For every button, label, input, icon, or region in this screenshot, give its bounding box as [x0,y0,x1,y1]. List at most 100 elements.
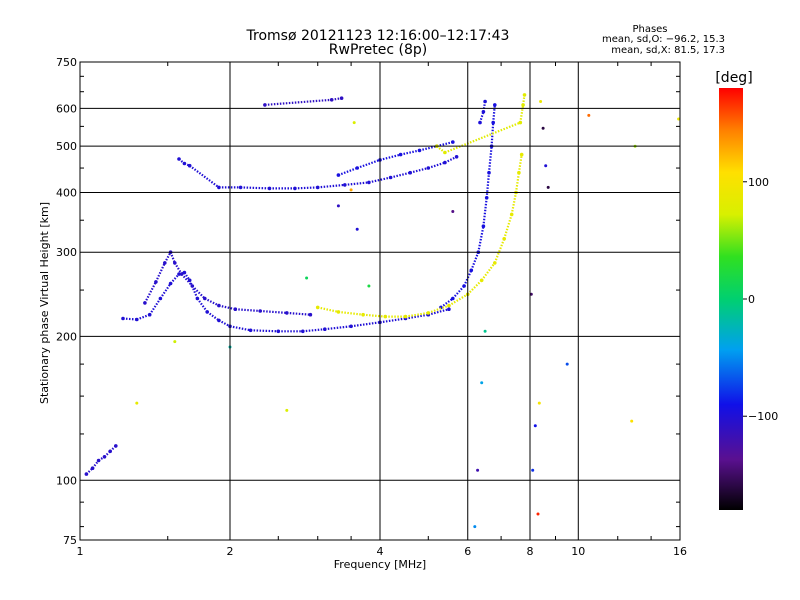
trace-5-point [451,140,455,144]
trace-5-segment [379,153,401,161]
y-axis-label: Stationary phase Virtual Height [km] [38,202,51,404]
x-tick-label: 8 [527,545,534,558]
trace-1-segment [143,281,157,304]
trace-5-segment [338,166,358,177]
trace-2-point [493,103,497,107]
trace-2-segment [477,225,485,253]
scatter-point [533,424,537,428]
colorbar-tick-label: 0 [748,293,755,306]
trace-8-point [519,152,524,157]
trace-0-segment [122,317,137,321]
trace-0-segment [218,319,231,328]
y-tick-label: 750 [56,56,77,69]
trace-0-segment [428,308,450,316]
ticks-layer: 1 2 4 6 8 10 16 75 100 200 300 400 500 600 750 [56,56,687,558]
trace-1-segment [235,308,261,313]
trace-8-segment [448,293,469,307]
trace-8-segment [493,238,506,264]
trace-1-segment [180,273,194,287]
trace-4-segment [368,176,391,184]
trace-8-segment [338,310,364,316]
x-tick-label: 2 [227,545,234,558]
stats-title: Phases [632,24,667,35]
colorbar-ticks: 100 0 −100 [743,176,778,423]
trace-0-segment [405,313,429,320]
scatter-point [173,340,177,344]
trace-1-segment [286,311,311,316]
scatter-point [565,362,569,366]
trace-2-segment [490,122,495,147]
scatter-point [305,276,309,280]
y-tick-label: 400 [56,186,77,199]
y-tick-label: 100 [56,474,77,487]
trace-0-segment [302,328,325,333]
y-tick-label: 600 [56,102,77,115]
scatter-point [285,408,289,412]
trace-1-segment [173,262,183,275]
scatter-point [539,100,543,103]
trace-4-segment [183,162,191,167]
scatter-point [483,329,487,333]
trace-2-segment [440,297,454,309]
scatter-point [630,419,634,423]
stats-line-o: mean, sd,O: −96.2, 15.3 [602,34,725,45]
trace-8-segment [480,262,496,281]
scatter-point [367,284,371,288]
x-tick-label: 4 [377,545,384,558]
trace-8-segment [510,192,518,215]
trace-8-segment [466,279,483,296]
x-tick-label: 1 [77,545,84,558]
trace-2-segment [487,146,493,173]
trace-4-segment [390,171,411,179]
trace-1-segment [260,309,287,314]
scatter-point [480,381,484,385]
scatter-point [529,292,533,296]
colorbar-tick-label: −100 [748,410,778,423]
trace-8-segment [517,154,523,173]
scatter-point [349,188,353,192]
scatter-point [451,210,455,213]
trace-4-segment [178,158,186,165]
grid-layer [79,61,681,541]
trace-7-point [339,96,344,100]
trace-8-segment [427,304,450,314]
trace-1-segment [154,262,166,283]
scatter-point [536,512,540,516]
trace-8-segment [405,311,429,318]
trace-5-segment [400,149,420,156]
trace-4-segment [344,181,370,186]
trace-6-point [114,444,118,448]
trace-0-segment [350,321,381,328]
trace-0-segment [169,273,180,285]
trace-3-point [483,99,487,104]
trace-4-segment [294,186,318,190]
trace-1-segment [204,297,220,307]
scatter-point [541,126,545,130]
trace-1-segment [163,251,172,264]
trace-3-segment [478,111,485,123]
scatter-point [352,121,356,125]
trace-1-point [308,312,313,317]
scatter-point [587,113,591,117]
trace-4-segment [444,155,458,164]
trace-2-segment [485,172,491,198]
trace-0-segment [178,271,185,276]
trace-8-segment [503,214,513,240]
x-tick-label: 10 [571,545,585,558]
scatter-point [135,401,139,405]
x-tick-label: 6 [464,545,471,558]
trace-4-segment [409,166,429,174]
trace-8-segment [317,306,339,313]
plot-frame [79,61,681,541]
scatter-point [677,117,681,121]
trace-0-segment [379,317,406,324]
trace-2-segment [470,251,480,271]
scatter-point [544,164,548,168]
trace-0-segment [324,325,352,331]
trace-0-point [447,307,451,312]
chart-title: Tromsø 20121123 12:16:00–12:17:43 [246,28,510,44]
x-axis-label: Frequency [MHz] [334,558,426,571]
trace-4-segment [240,186,270,190]
trace-8-segment [514,172,520,193]
trace-1-segment [169,251,176,264]
